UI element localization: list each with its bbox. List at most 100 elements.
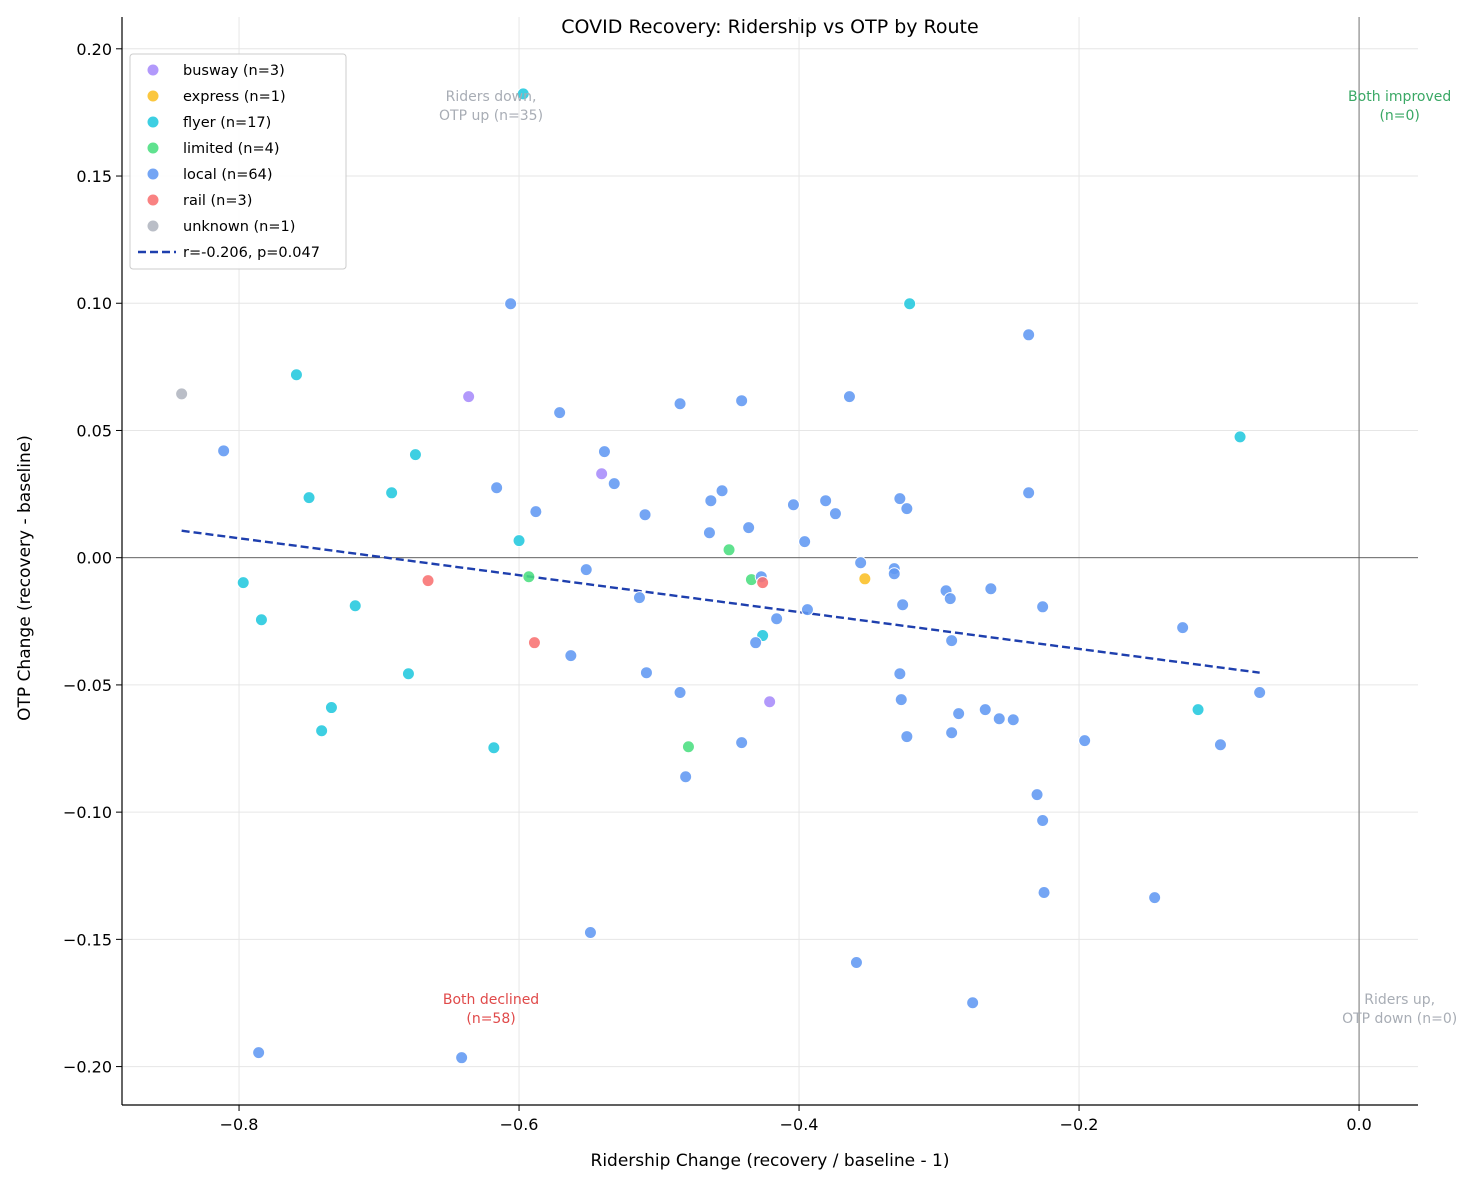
data-point [607, 477, 621, 491]
series-unknown [175, 387, 189, 401]
y-tick-label: 0.10 [76, 294, 112, 313]
data-point [735, 736, 749, 750]
quadrant-annotation: Riders down, OTP up (n=35) [439, 89, 543, 124]
data-point [254, 613, 268, 627]
data-point [1078, 734, 1092, 748]
data-point [1006, 713, 1020, 727]
data-point [704, 494, 718, 508]
legend-label: local (n=64) [183, 167, 273, 183]
y-tick-label: −0.15 [63, 930, 112, 949]
y-tick-label: 0.00 [76, 549, 112, 568]
data-points [175, 87, 1267, 1065]
data-point [522, 570, 536, 584]
annotation-line: Riders down, [446, 89, 537, 105]
data-point [1022, 486, 1036, 500]
legend-marker [147, 116, 159, 128]
data-point [770, 612, 784, 626]
data-point [887, 567, 901, 581]
trend-line [181, 529, 1260, 674]
data-point [984, 582, 998, 596]
data-point [385, 486, 399, 500]
data-point [462, 390, 476, 404]
data-point [992, 712, 1006, 726]
legend-label: flyer (n=17) [183, 115, 271, 131]
legend-label: limited (n=4) [183, 141, 280, 157]
data-point [490, 481, 504, 495]
data-point [1148, 891, 1162, 905]
data-point [638, 508, 652, 522]
data-point [1213, 738, 1227, 752]
annotation-line: Both improved [1348, 89, 1451, 105]
data-point [529, 505, 543, 519]
series-flyer [236, 87, 1247, 755]
legend-label: rail (n=3) [183, 193, 252, 209]
data-point [487, 741, 501, 755]
data-point [348, 599, 362, 613]
data-point [512, 534, 526, 548]
data-point [455, 1051, 469, 1065]
legend-marker [147, 90, 159, 102]
annotation-line: (n=0) [1379, 108, 1419, 124]
y-tick-label: −0.05 [63, 676, 112, 695]
axes: −0.8 −0.6 −0.4 −0.2 0.0 0.20 0.15 0.10 0.05 0.00 −… [63, 17, 1418, 1134]
data-point [252, 1046, 266, 1060]
data-point [289, 368, 303, 382]
legend-marker [147, 220, 159, 232]
data-point [421, 574, 435, 588]
data-point [945, 634, 959, 648]
series-local [217, 297, 1267, 1065]
data-point [673, 397, 687, 411]
trend-line-group [181, 529, 1260, 674]
data-point [952, 707, 966, 721]
data-point [632, 591, 646, 605]
data-point [1176, 621, 1190, 635]
data-point [896, 598, 910, 612]
series-rail [421, 574, 770, 650]
data-point [786, 498, 800, 512]
data-point [1036, 814, 1050, 828]
data-point [893, 492, 907, 506]
data-point [943, 592, 957, 606]
x-tick-label: −0.4 [780, 1115, 819, 1134]
data-point [966, 996, 980, 1010]
x-axis-label: Ridership Change (recovery / baseline - … [591, 1151, 950, 1171]
data-point [828, 507, 842, 521]
data-point [408, 448, 422, 462]
data-point [903, 297, 917, 311]
data-point [639, 666, 653, 680]
y-tick-label: −0.20 [63, 1058, 112, 1077]
data-point [894, 693, 908, 707]
chart-title: COVID Recovery: Ridership vs OTP by Rout… [561, 16, 978, 38]
data-point [978, 703, 992, 717]
data-point [217, 444, 231, 458]
quadrant-annotation: Both declined (n=58) [443, 992, 539, 1027]
annotation-line: OTP down (n=0) [1342, 1011, 1457, 1027]
legend-marker [147, 168, 159, 180]
data-point [236, 576, 250, 590]
legend-label: express (n=1) [183, 89, 286, 105]
data-point [564, 649, 578, 663]
x-tick-label: −0.8 [220, 1115, 259, 1134]
data-point [679, 770, 693, 784]
data-point [1022, 328, 1036, 342]
series-limited [522, 543, 758, 754]
data-point [1191, 703, 1205, 717]
data-point [1036, 600, 1050, 614]
data-point [527, 636, 541, 650]
data-point [800, 603, 814, 617]
data-point [1253, 686, 1267, 700]
series-express [858, 572, 872, 586]
data-point [401, 667, 415, 681]
y-tick-label: 0.05 [76, 421, 112, 440]
legend-label: unknown (n=1) [183, 219, 295, 235]
data-point [302, 491, 316, 505]
x-tick-label: 0.0 [1346, 1115, 1371, 1134]
data-point [504, 297, 518, 311]
data-point [900, 502, 914, 516]
legend-box [129, 53, 347, 270]
legend-marker [147, 64, 159, 76]
data-point [516, 87, 530, 101]
legend-marker [147, 142, 159, 154]
quadrant-annotation: Both improved (n=0) [1348, 89, 1451, 124]
data-point [715, 484, 729, 498]
